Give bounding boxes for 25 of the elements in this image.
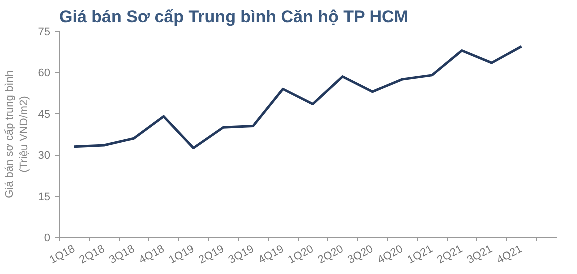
x-tick-label: 3Q19	[226, 243, 256, 267]
x-tick-label: 1Q20	[286, 243, 316, 267]
x-tick-label: 3Q21	[465, 243, 495, 267]
chart-title: Giá bán Sơ cấp Trung bình Căn hộ TP HCM	[60, 8, 408, 26]
x-tick-label: 4Q18	[137, 243, 167, 267]
y-tick-label: 0	[44, 232, 51, 244]
x-tick-label: 2Q20	[316, 243, 346, 267]
y-tick-label: 60	[38, 68, 51, 80]
y-tick-label: 30	[38, 150, 51, 162]
x-tick-label: 1Q21	[406, 243, 436, 267]
x-tick-label: 2Q18	[78, 243, 108, 267]
x-tick-label: 1Q19	[167, 243, 197, 267]
x-tick-label: 1Q18	[48, 243, 78, 267]
y-tick-label: 75	[38, 26, 51, 38]
y-tick-label: 15	[38, 191, 51, 204]
x-tick-label: 2Q21	[436, 243, 465, 267]
x-tick-label: 3Q20	[346, 243, 376, 267]
x-tick-label: 2Q19	[197, 243, 226, 267]
x-tick-label: 4Q19	[256, 243, 286, 267]
y-tick-label: 45	[38, 108, 51, 121]
x-tick-label: 3Q18	[108, 243, 137, 267]
y-axis-title: Giá bán sơ cấp trung bình (Triệu VND/m2)	[4, 70, 30, 198]
line-series	[73, 45, 523, 150]
x-tick-label: 4Q20	[376, 243, 406, 267]
x-tick-label: 4Q21	[495, 243, 525, 267]
